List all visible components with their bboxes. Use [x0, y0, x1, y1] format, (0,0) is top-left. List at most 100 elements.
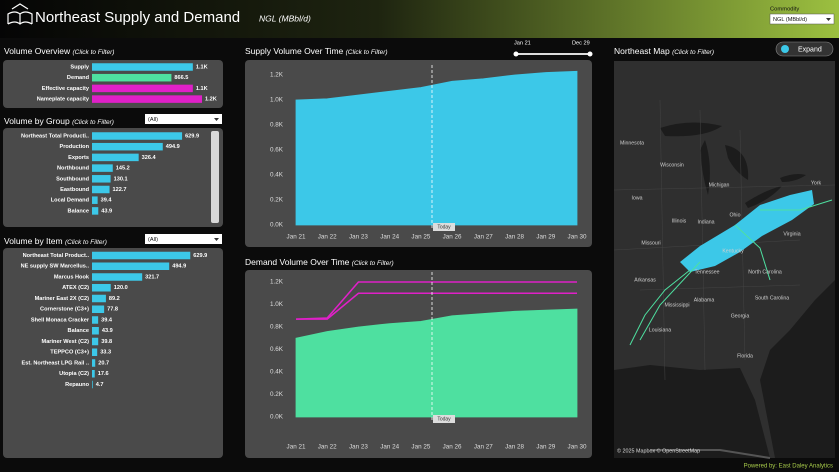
slider-handle[interactable] — [513, 51, 519, 57]
commodity-value[interactable]: NGL (MBbl/d) — [773, 17, 807, 23]
bar — [92, 327, 99, 335]
map-credit: © 2025 Mapbox © OpenStreetMap — [617, 447, 700, 454]
section-title: Demand Volume Over Time (Click to Filter… — [245, 257, 394, 267]
map-label: Wisconsin — [660, 162, 684, 168]
expand-icon — [781, 45, 789, 53]
map-label: South Carolina — [755, 295, 789, 301]
panel[interactable] — [3, 248, 223, 458]
bar-value: 494.9 — [172, 264, 186, 270]
map-label: Missouri — [641, 240, 660, 246]
x-tick-label: Jan 22 — [318, 234, 337, 241]
y-tick-label: 1.2K — [270, 279, 284, 286]
section-title: Supply Volume Over Time (Click to Filter… — [245, 46, 388, 56]
bar — [92, 380, 93, 389]
bar-label: Production — [59, 144, 89, 150]
map-gulf — [614, 365, 770, 458]
hint-text: (Click to Filter) — [672, 49, 714, 56]
map-label: York — [811, 180, 822, 186]
bar-value: 321.7 — [145, 274, 159, 280]
x-tick-label: Jan 28 — [505, 444, 524, 451]
map-label: Georgia — [731, 313, 750, 319]
bar — [92, 185, 110, 194]
bar — [92, 348, 98, 356]
expand-label[interactable]: Expand — [798, 46, 822, 53]
bar — [92, 95, 202, 103]
bar-value: 130.1 — [114, 176, 128, 182]
map[interactable] — [613, 61, 836, 459]
header-title: Northeast Supply and Demand — [35, 9, 240, 26]
bar-value: 33.3 — [100, 350, 111, 356]
hint-text: (Click to Filter) — [352, 260, 394, 267]
bar — [92, 196, 98, 204]
bar-value: 122.7 — [113, 187, 127, 193]
commodity-dropdown[interactable] — [769, 13, 835, 25]
filter-value[interactable]: (All) — [148, 237, 158, 243]
slider-handle[interactable] — [587, 51, 593, 57]
bar-label: Mariner West (C2) — [42, 339, 90, 345]
title-text: Demand Volume Over Time — [245, 257, 350, 267]
today-label: Today — [437, 416, 451, 422]
y-tick-label: 0.2K — [270, 197, 284, 204]
area — [295, 308, 578, 418]
bar — [92, 337, 99, 346]
bar-value: 39.8 — [101, 339, 112, 345]
map-lake — [725, 145, 749, 180]
x-tick-label: Jan 26 — [443, 234, 462, 241]
dropdown-arrow — [214, 118, 219, 121]
bar — [92, 153, 139, 162]
bar-label: Demand — [67, 75, 90, 81]
dropdown-arrow — [826, 18, 831, 21]
bar-label: Northeast Total Producti.. — [21, 133, 89, 139]
item-filter[interactable] — [145, 234, 222, 244]
bar — [92, 370, 95, 378]
map-label: North Carolina — [748, 269, 782, 275]
x-tick-label: Jan 26 — [443, 444, 462, 451]
bar — [92, 73, 172, 82]
expand-button[interactable] — [775, 41, 834, 57]
bar-value: 866.5 — [174, 75, 188, 81]
map-pipelines[interactable] — [629, 199, 833, 346]
map-label: Ohio — [730, 212, 741, 218]
bar-label: Est. Northeast LPG Rail .. — [22, 360, 90, 366]
bar — [92, 207, 99, 215]
x-tick-label: Jan 24 — [380, 444, 399, 451]
map-label: Michigan — [709, 182, 730, 188]
bar-value: 17.6 — [98, 371, 109, 377]
bar-label: Repauno — [65, 382, 90, 388]
scrollbar[interactable] — [211, 131, 219, 223]
panel[interactable] — [3, 128, 223, 227]
y-tick-label: 0.0K — [270, 414, 284, 421]
map-lake — [745, 186, 782, 208]
map-label: Alabama — [694, 297, 715, 303]
bar-value: 39.4 — [101, 198, 113, 204]
bar-label: Shell Monaca Cracker — [31, 317, 90, 323]
group-filter[interactable] — [145, 114, 222, 124]
bar-value: 120.0 — [114, 285, 128, 291]
map-label: Iowa — [632, 195, 643, 201]
bar-value: 629.9 — [193, 253, 207, 259]
map-label: Arkansas — [634, 277, 656, 283]
slider-start: Jan 21 — [514, 40, 531, 46]
hint-text: (Click to Filter) — [65, 239, 107, 246]
x-tick-label: Jan 21 — [287, 444, 306, 451]
bar-value: 20.7 — [98, 360, 109, 366]
bar-label: ATEX (C2) — [62, 285, 89, 291]
bar-label: Southbound — [56, 176, 90, 182]
y-tick-label: 0.6K — [270, 147, 284, 154]
x-tick-label: Jan 30 — [568, 234, 587, 241]
filter-value[interactable]: (All) — [148, 117, 158, 123]
bar-label: Local Demand — [51, 198, 90, 204]
bar-value: 629.9 — [185, 133, 199, 139]
bar-value: 145.2 — [116, 166, 130, 172]
map-label: Louisiana — [649, 327, 671, 333]
map-label: Florida — [737, 353, 753, 359]
title-text: Volume by Group — [4, 116, 70, 126]
map-label: Illinois — [672, 218, 687, 224]
bar-label: Balance — [68, 208, 89, 214]
y-tick-label: 1.2K — [270, 72, 284, 79]
commodity-label: Commodity — [770, 7, 799, 13]
bar — [92, 84, 193, 93]
